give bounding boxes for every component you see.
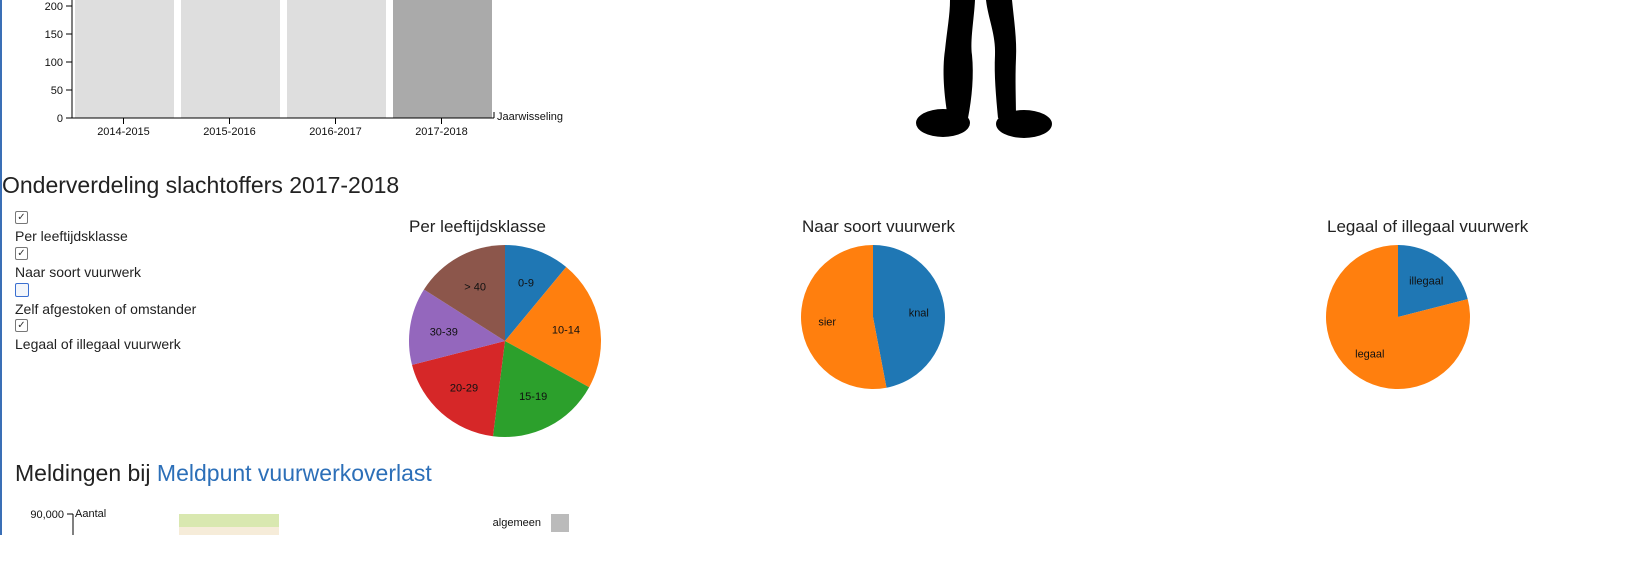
meldingen-y-tick: 90,000: [30, 509, 64, 521]
pie-chart-soort: knal sier: [801, 245, 945, 389]
pie-slice-2029: [412, 341, 505, 437]
meldingen-y-label: Aantal: [75, 508, 106, 520]
y-tick-label-50: 50: [51, 85, 63, 97]
pie-slice-sier: [801, 245, 887, 389]
pie-slice-40: [423, 245, 505, 341]
top-bar-chart: 0 50 100 150 200 2014-2015 2015-2016 2016-2017…: [45, 0, 563, 138]
pie-label-illegaal: illegaal: [1409, 276, 1443, 288]
x-tick-label-2014-2015: 2014-2015: [97, 126, 150, 138]
y-tick-label-150: 150: [45, 29, 63, 41]
y-tick-label-100: 100: [45, 57, 63, 69]
pie-slice-knal: [873, 245, 945, 388]
bar-2017-2018: [393, 0, 492, 118]
pie-slice-1014: [505, 267, 601, 388]
pie-slice-3039: [409, 289, 505, 365]
pie-title-leeftijd: Per leeftijdsklasse: [409, 217, 547, 236]
pie-chart-legaal: illegaal legaal: [1326, 245, 1470, 389]
checkbox-label-zelf: Zelf afgestoken of omstander: [15, 301, 197, 317]
x-tick-label-2016-2017: 2016-2017: [309, 126, 362, 138]
pie-slice-illegaal: [1398, 245, 1468, 317]
x-tick-label-2017-2018: 2017-2018: [415, 126, 468, 138]
checkbox-item-soort[interactable]: ✓ Naar soort vuurwerk: [15, 247, 196, 283]
section-title: Onderverdeling slachtoffers 2017-2018: [2, 172, 400, 198]
pie-slice-1519: [492, 341, 590, 437]
person-silhouette-icon: [916, 0, 1052, 138]
pie-label-2029: 20-29: [450, 383, 478, 395]
pie-chart-leeftijd: 0-9 10-14 15-19 20-29 30-39 > 40: [409, 245, 601, 437]
checkbox-leeftijd[interactable]: ✓: [15, 211, 28, 224]
bar-2015-2016: [181, 0, 280, 118]
checkbox-zelf[interactable]: [15, 283, 29, 297]
pie-label-09: 0-9: [518, 278, 534, 290]
x-axis-label: Jaarwisseling: [497, 111, 563, 123]
checkbox-group: ✓ Per leeftijdsklasse ✓ Naar soort vuurw…: [15, 211, 196, 355]
meldingen-chart: 90,000 Aantal algemeen: [30, 508, 569, 535]
meldingen-heading: Meldingen bij Meldpunt vuurwerkoverlast: [15, 460, 432, 487]
pie-title-legaal: Legaal of illegaal vuurwerk: [1327, 217, 1529, 236]
checkbox-label-soort: Naar soort vuurwerk: [15, 264, 142, 280]
bar-2016-2017: [287, 0, 386, 118]
x-tick-label-2015-2016: 2015-2016: [203, 126, 256, 138]
meldingen-bar-next: [179, 527, 279, 535]
checkbox-soort[interactable]: ✓: [15, 247, 28, 260]
bar-2014-2015: [75, 0, 174, 118]
checkbox-label-legaal: Legaal of illegaal vuurwerk: [15, 336, 181, 352]
pie-label-legaal: legaal: [1355, 348, 1384, 360]
checkbox-item-legaal[interactable]: ✓ Legaal of illegaal vuurwerk: [15, 319, 196, 355]
legend-swatch-algemeen: [551, 514, 569, 532]
pie-label-sier: sier: [818, 316, 836, 328]
pie-label-40: > 40: [464, 282, 486, 294]
pie-label-1519: 15-19: [519, 391, 547, 403]
pie-label-3039: 30-39: [430, 326, 458, 338]
checkbox-item-leeftijd[interactable]: ✓ Per leeftijdsklasse: [15, 211, 196, 247]
pie-slice-09: [505, 245, 567, 341]
pie-title-soort: Naar soort vuurwerk: [802, 217, 956, 236]
meldpunt-link[interactable]: Meldpunt vuurwerkoverlast: [156, 460, 432, 486]
pie-label-knal: knal: [909, 308, 929, 320]
checkbox-legaal[interactable]: ✓: [15, 319, 28, 332]
left-border: [0, 0, 2, 535]
checkbox-label-leeftijd: Per leeftijdsklasse: [15, 228, 128, 244]
legend-label-algemeen: algemeen: [493, 517, 541, 529]
y-tick-label-200: 200: [45, 1, 63, 13]
pie-label-1014: 10-14: [552, 324, 580, 336]
pie-slice-legaal: [1326, 245, 1470, 389]
y-tick-label-0: 0: [57, 113, 63, 125]
meldingen-bar-top: [179, 514, 279, 527]
checkbox-item-zelf[interactable]: Zelf afgestoken of omstander: [15, 283, 196, 319]
meldingen-prefix: Meldingen bij: [15, 460, 157, 486]
